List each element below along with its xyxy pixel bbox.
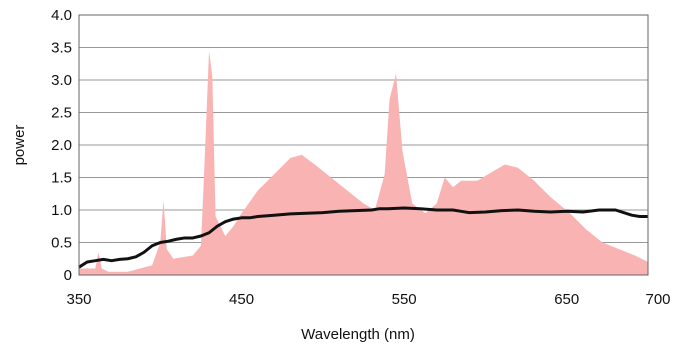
plot-frame xyxy=(78,14,649,276)
x-tick-label: 450 xyxy=(229,291,254,308)
y-tick-label: 4.0 xyxy=(51,7,72,24)
y-tick-label: 2.5 xyxy=(51,105,72,122)
x-tick-label: 700 xyxy=(645,291,670,308)
x-tick-label: 650 xyxy=(554,291,579,308)
y-tick-label: 2.0 xyxy=(51,137,72,154)
y-tick-label: 0.5 xyxy=(51,235,72,252)
y-tick-label: 0 xyxy=(64,267,72,284)
y-tick-labels: 0 0.5 1.0 1.5 2.0 2.5 3.0 3.5 4.0 xyxy=(51,7,72,284)
x-tick-labels: 350 450 550 650 700 xyxy=(66,291,670,308)
spectrum-line xyxy=(78,206,648,269)
y-axis-title: power xyxy=(11,125,28,166)
spectrum-area xyxy=(79,50,648,275)
y-tick-label: 1.0 xyxy=(51,202,72,219)
x-tick-label: 350 xyxy=(66,291,91,308)
y-tick-label: 3.0 xyxy=(51,72,72,89)
y-tick-label: 1.5 xyxy=(51,170,72,187)
x-tick-label: 550 xyxy=(392,291,417,308)
y-tick-label: 3.5 xyxy=(51,40,72,57)
x-axis-title: Wavelength (nm) xyxy=(301,326,415,343)
